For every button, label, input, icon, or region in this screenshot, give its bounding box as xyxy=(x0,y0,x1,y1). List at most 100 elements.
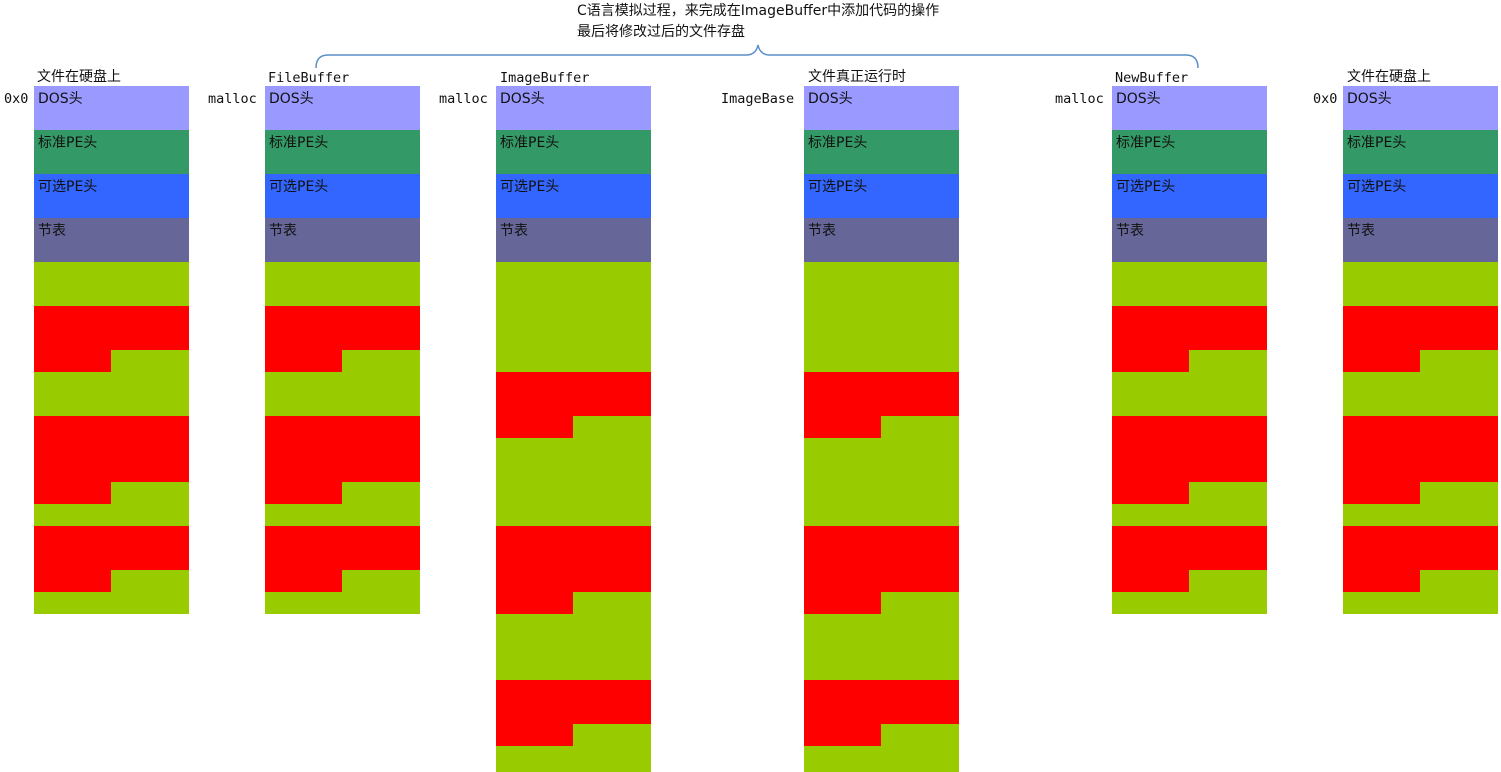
section-block-tail xyxy=(804,724,881,746)
optional-pe-header-label: 可选PE头 xyxy=(1347,179,1407,195)
standard-pe-header-label: 标准PE头 xyxy=(808,135,868,151)
column-title-filebuffer: FileBuffer xyxy=(268,70,350,86)
column-title-runtime: 文件真正运行时 xyxy=(808,69,906,85)
section-table-label: 节表 xyxy=(500,223,528,239)
section-block-tail xyxy=(804,592,881,614)
section-block xyxy=(34,306,189,350)
section-block xyxy=(1112,306,1267,350)
section-table-label: 节表 xyxy=(1116,223,1144,239)
standard-pe-header-block: 标准PE头 xyxy=(804,130,959,174)
dos-header-label: DOS头 xyxy=(1347,91,1392,107)
section-block-tail xyxy=(1343,350,1420,372)
standard-pe-header-block: 标准PE头 xyxy=(34,130,189,174)
section-table-label: 节表 xyxy=(269,223,297,239)
section-block-tail xyxy=(496,416,573,438)
section-block-tail xyxy=(34,570,111,592)
standard-pe-header-label: 标准PE头 xyxy=(500,135,560,151)
section-block-tail xyxy=(496,592,573,614)
section-block xyxy=(265,526,420,570)
optional-pe-header-label: 可选PE头 xyxy=(500,179,560,195)
optional-pe-header-label: 可选PE头 xyxy=(1116,179,1176,195)
column-title-disk-1: 文件在硬盘上 xyxy=(37,69,121,85)
standard-pe-header-block: 标准PE头 xyxy=(265,130,420,174)
section-block-tail xyxy=(265,350,342,372)
standard-pe-header-block: 标准PE头 xyxy=(1343,130,1498,174)
section-block-tail xyxy=(1112,482,1189,504)
optional-pe-header-label: 可选PE头 xyxy=(808,179,868,195)
dos-header-block: DOS头 xyxy=(265,86,420,130)
section-table-label: 节表 xyxy=(808,223,836,239)
dos-header-label: DOS头 xyxy=(269,91,314,107)
address-label-3: malloc xyxy=(439,91,488,107)
standard-pe-header-block: 标准PE头 xyxy=(496,130,651,174)
section-block-tail xyxy=(34,482,111,504)
section-table-block: 节表 xyxy=(1343,218,1498,262)
column-title-newbuffer: NewBuffer xyxy=(1115,70,1189,86)
standard-pe-header-label: 标准PE头 xyxy=(269,135,329,151)
section-block-tail xyxy=(804,416,881,438)
optional-pe-header-label: 可选PE头 xyxy=(38,179,98,195)
section-block xyxy=(804,526,959,592)
address-label-5: malloc xyxy=(1055,91,1104,107)
standard-pe-header-label: 标准PE头 xyxy=(1116,135,1176,151)
curly-brace xyxy=(315,44,1199,69)
optional-pe-header-block: 可选PE头 xyxy=(804,174,959,218)
section-block-tail xyxy=(265,570,342,592)
optional-pe-header-block: 可选PE头 xyxy=(496,174,651,218)
section-table-block: 节表 xyxy=(804,218,959,262)
section-table-block: 节表 xyxy=(496,218,651,262)
section-table-block: 节表 xyxy=(265,218,420,262)
standard-pe-header-label: 标准PE头 xyxy=(1347,135,1407,151)
section-block xyxy=(1343,526,1498,570)
section-table-block: 节表 xyxy=(34,218,189,262)
section-table-block: 节表 xyxy=(1112,218,1267,262)
section-block-tail xyxy=(1343,482,1420,504)
section-block xyxy=(1112,416,1267,482)
section-block-tail xyxy=(496,724,573,746)
section-block xyxy=(1343,306,1498,350)
section-block-tail xyxy=(1343,570,1420,592)
standard-pe-header-block: 标准PE头 xyxy=(1112,130,1267,174)
standard-pe-header-label: 标准PE头 xyxy=(38,135,98,151)
section-table-label: 节表 xyxy=(1347,223,1375,239)
dos-header-block: DOS头 xyxy=(496,86,651,130)
section-block-tail xyxy=(34,350,111,372)
section-block xyxy=(496,526,651,592)
optional-pe-header-block: 可选PE头 xyxy=(265,174,420,218)
section-block xyxy=(804,680,959,724)
section-block-tail xyxy=(1112,570,1189,592)
column-title-disk-2: 文件在硬盘上 xyxy=(1347,69,1431,85)
address-label-6: 0x0 xyxy=(1313,91,1338,107)
section-block-tail xyxy=(1112,350,1189,372)
section-block xyxy=(804,372,959,416)
dos-header-block: DOS头 xyxy=(1343,86,1498,130)
section-block xyxy=(1343,416,1498,482)
dos-header-label: DOS头 xyxy=(808,91,853,107)
section-block xyxy=(34,416,189,482)
address-label-4: ImageBase xyxy=(721,91,795,107)
section-block xyxy=(496,680,651,724)
note-line-2: 最后将修改过后的文件存盘 xyxy=(577,24,745,40)
dos-header-label: DOS头 xyxy=(38,91,83,107)
dos-header-block: DOS头 xyxy=(804,86,959,130)
note-line-1: C语言模拟过程，来完成在ImageBuffer中添加代码的操作 xyxy=(577,3,940,19)
optional-pe-header-block: 可选PE头 xyxy=(1343,174,1498,218)
section-block xyxy=(1112,526,1267,570)
section-block xyxy=(34,526,189,570)
annotation-note: C语言模拟过程，来完成在ImageBuffer中添加代码的操作 最后将修改过后的… xyxy=(577,1,939,43)
section-block xyxy=(265,306,420,350)
dos-header-label: DOS头 xyxy=(1116,91,1161,107)
dos-header-label: DOS头 xyxy=(500,91,545,107)
address-label-2: malloc xyxy=(208,91,257,107)
section-block-tail xyxy=(265,482,342,504)
optional-pe-header-label: 可选PE头 xyxy=(269,179,329,195)
section-block xyxy=(496,372,651,416)
optional-pe-header-block: 可选PE头 xyxy=(1112,174,1267,218)
optional-pe-header-block: 可选PE头 xyxy=(34,174,189,218)
dos-header-block: DOS头 xyxy=(34,86,189,130)
section-block xyxy=(265,416,420,482)
section-table-label: 节表 xyxy=(38,223,66,239)
column-title-imagebuffer: ImageBuffer xyxy=(500,70,590,86)
address-label-1: 0x0 xyxy=(4,91,29,107)
dos-header-block: DOS头 xyxy=(1112,86,1267,130)
